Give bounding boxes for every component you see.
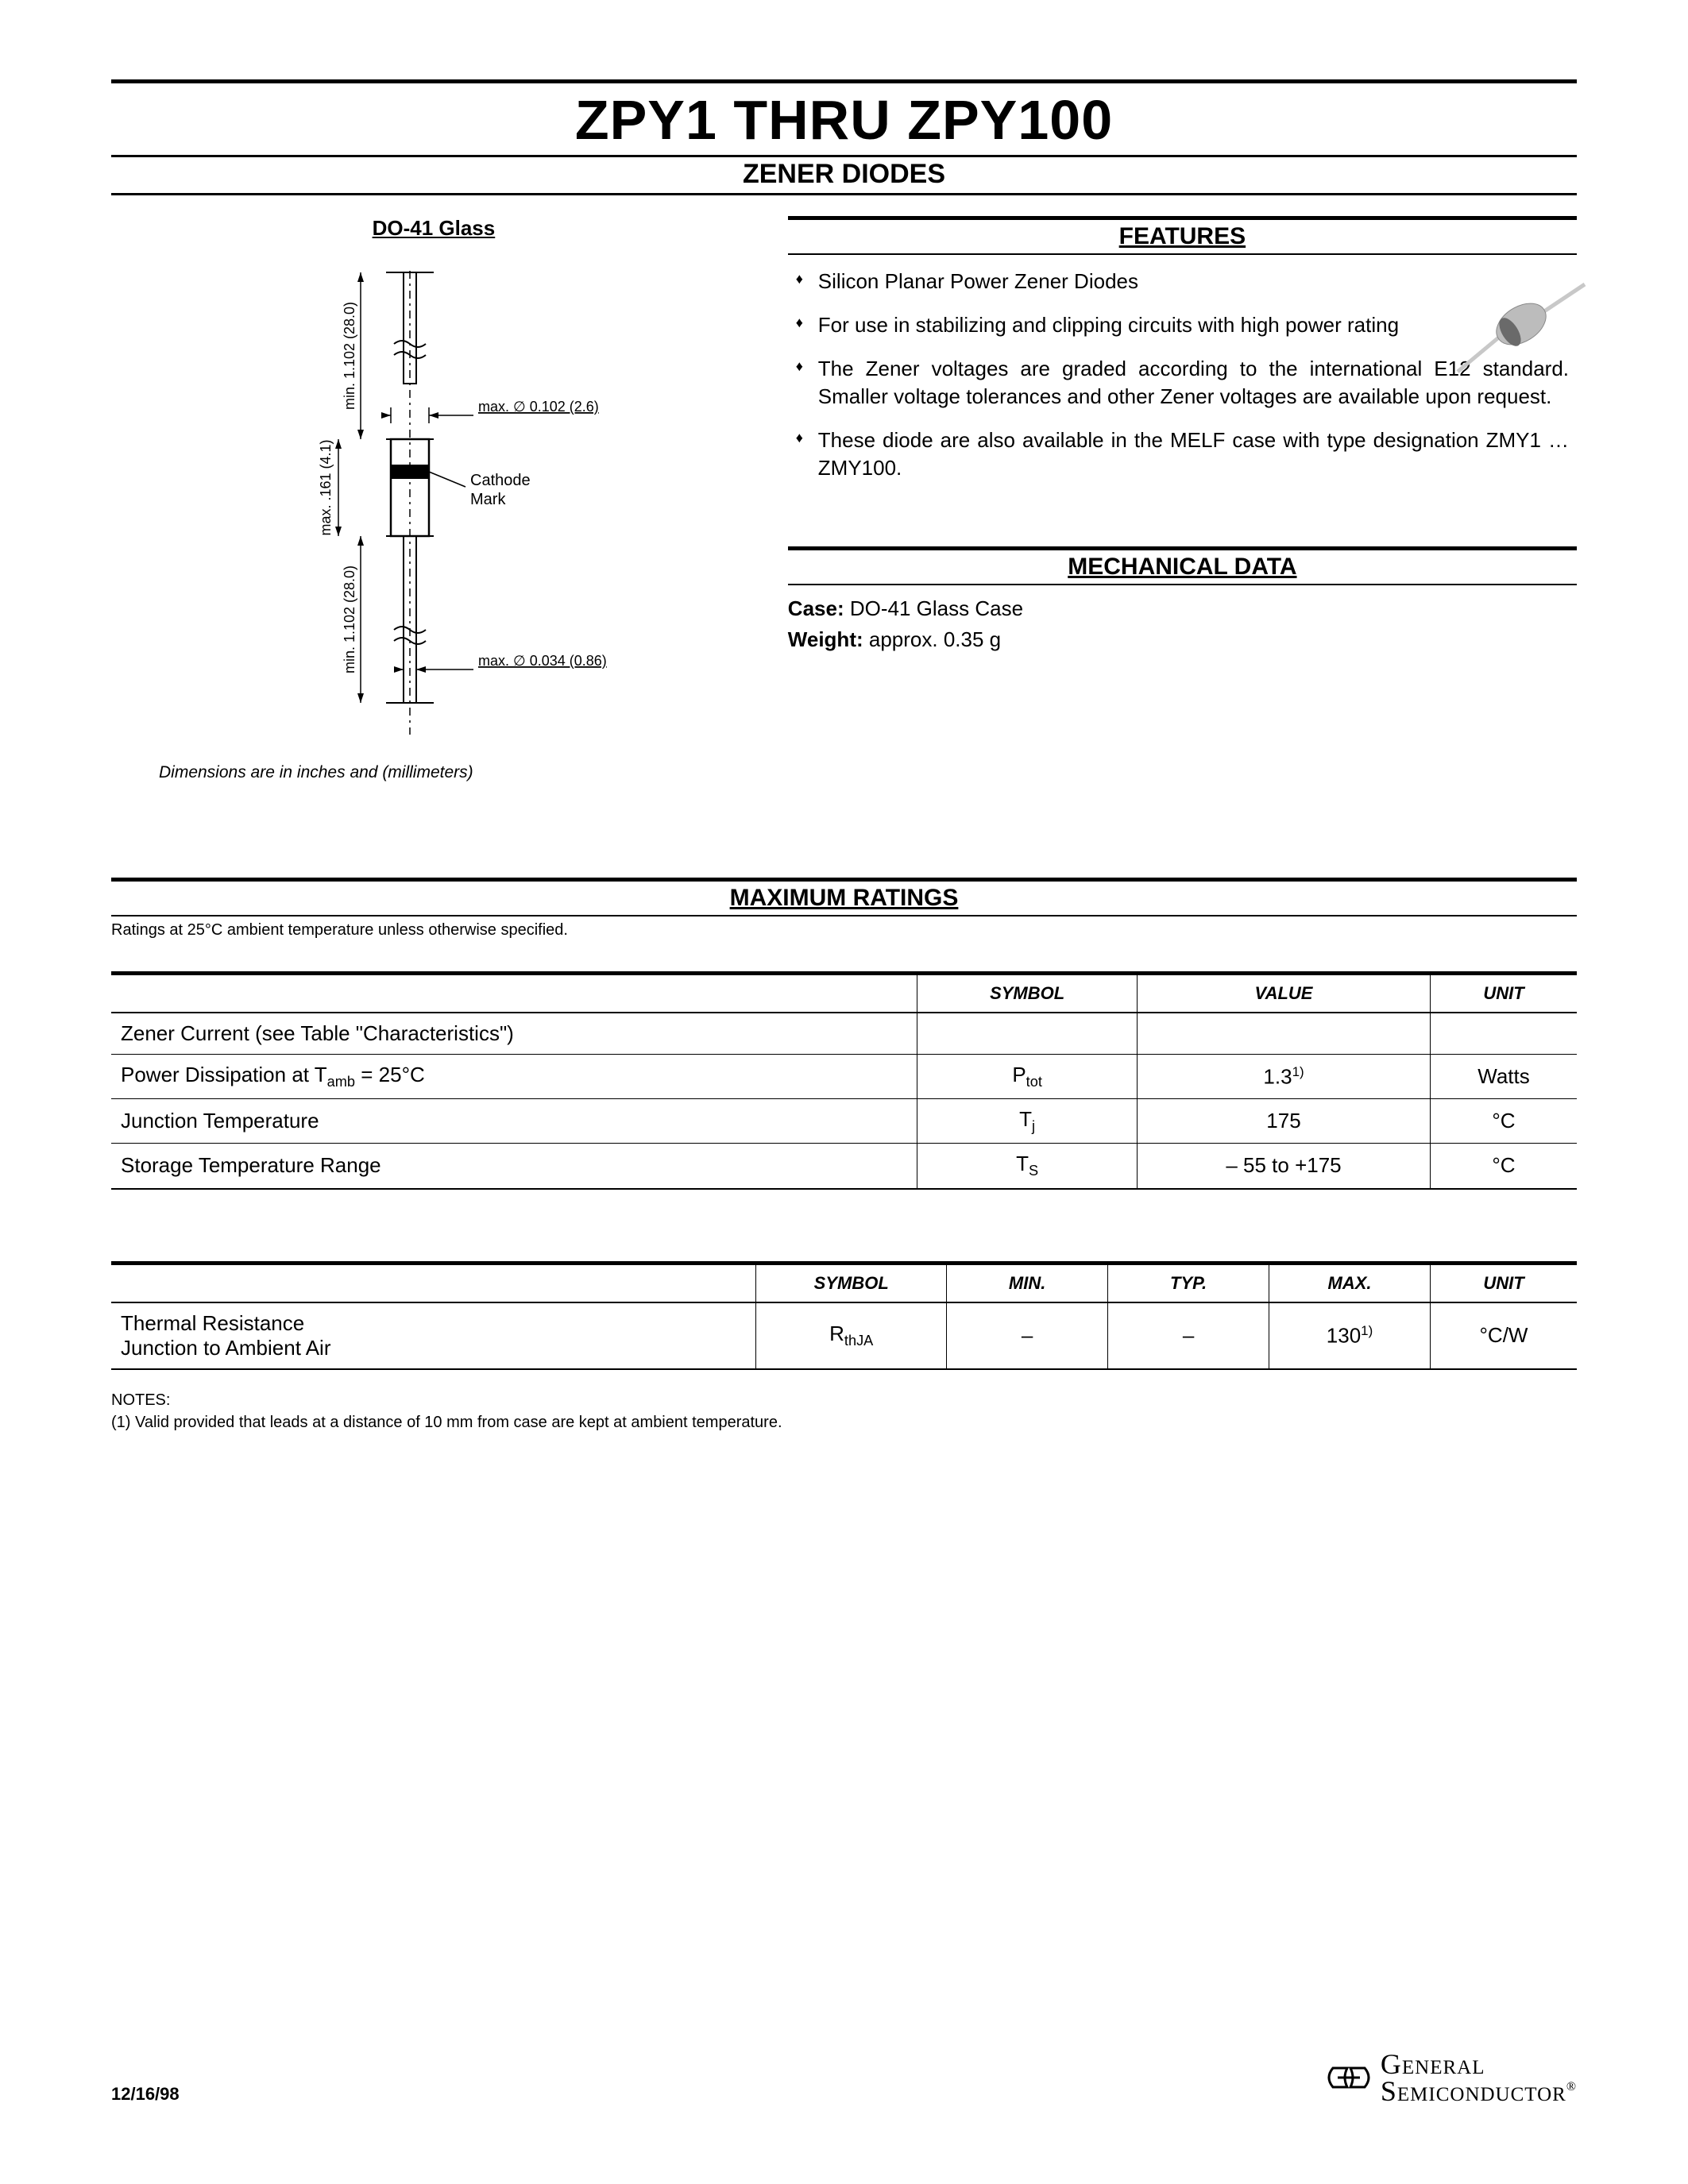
- table-row: Thermal ResistanceJunction to Ambient Ai…: [111, 1302, 1577, 1369]
- page-title: ZPY1 THRU ZPY100: [111, 83, 1577, 155]
- cell-param: Power Dissipation at Tamb = 25°C: [111, 1055, 917, 1099]
- cell-param: Storage Temperature Range: [111, 1144, 917, 1189]
- cell-unit: °C: [1431, 1144, 1578, 1189]
- cell-value: 175: [1138, 1099, 1431, 1144]
- table-row: Storage Temperature RangeTS– 55 to +175°…: [111, 1144, 1577, 1189]
- col-unit: UNIT: [1431, 974, 1578, 1013]
- page-subtitle: ZENER DIODES: [111, 157, 1577, 193]
- footer-date: 12/16/98: [111, 2084, 180, 2105]
- features-column: FEATURES Silicon Planar Power Zener Diod…: [788, 216, 1577, 782]
- col-value: VALUE: [1138, 974, 1431, 1013]
- notes-block: NOTES: (1) Valid provided that leads at …: [111, 1389, 1577, 1433]
- col-max: MAX.: [1269, 1263, 1431, 1302]
- cell-param: Thermal ResistanceJunction to Ambient Ai…: [111, 1302, 756, 1369]
- thermal-table: SYMBOL MIN. TYP. MAX. UNIT Thermal Resis…: [111, 1261, 1577, 1370]
- cell-unit: Watts: [1431, 1055, 1578, 1099]
- thermal-section: SYMBOL MIN. TYP. MAX. UNIT Thermal Resis…: [111, 1261, 1577, 1370]
- cell-param: Zener Current (see Table "Characteristic…: [111, 1013, 917, 1055]
- feature-item: These diode are also available in the ME…: [796, 426, 1569, 482]
- col-unit: UNIT: [1430, 1263, 1577, 1302]
- cell-symbol: Ptot: [917, 1055, 1138, 1099]
- max-ratings-heading: MAXIMUM RATINGS: [111, 882, 1577, 915]
- cell-param: Junction Temperature: [111, 1099, 917, 1144]
- dim-body-length: max. .161 (4.1): [318, 439, 334, 535]
- dim-body-dia: max. ∅ 0.102 (2.6): [478, 399, 599, 415]
- component-image: [1450, 276, 1593, 388]
- cell-symbol: TS: [917, 1144, 1138, 1189]
- col-param: [111, 974, 917, 1013]
- max-ratings-table: SYMBOL VALUE UNIT Zener Current (see Tab…: [111, 971, 1577, 1190]
- case-label: Case:: [788, 596, 844, 620]
- logo-line2: Semiconductor: [1381, 2075, 1566, 2107]
- max-ratings-note: Ratings at 25°C ambient temperature unle…: [111, 916, 1577, 963]
- table-row: Junction TemperatureTj175°C: [111, 1099, 1577, 1144]
- col-param: [111, 1263, 756, 1302]
- col-symbol: SYMBOL: [756, 1263, 947, 1302]
- notes-label: NOTES:: [111, 1389, 1577, 1411]
- cathode-label-2: Mark: [470, 491, 506, 508]
- cell-min: –: [947, 1302, 1108, 1369]
- table-row: Power Dissipation at Tamb = 25°CPtot1.31…: [111, 1055, 1577, 1099]
- dim-lead-length-bot: min. 1.102 (28.0): [342, 565, 357, 673]
- col-typ: TYP.: [1108, 1263, 1269, 1302]
- weight-label: Weight:: [788, 627, 863, 651]
- col-symbol: SYMBOL: [917, 974, 1138, 1013]
- package-title: DO-41 Glass: [111, 216, 756, 241]
- weight-value: approx. 0.35 g: [869, 627, 1001, 651]
- cell-unit: °C: [1431, 1099, 1578, 1144]
- package-diagram: min. 1.102 (28.0) max. .161 (4.1) min. 1…: [111, 257, 756, 749]
- cathode-label-1: Cathode: [470, 472, 531, 489]
- table-row: Zener Current (see Table "Characteristic…: [111, 1013, 1577, 1055]
- dim-lead-dia: max. ∅ 0.034 (0.86): [478, 653, 607, 669]
- case-value: DO-41 Glass Case: [850, 596, 1023, 620]
- cell-value: – 55 to +175: [1138, 1144, 1431, 1189]
- cell-max: 1301): [1269, 1302, 1431, 1369]
- mechanical-body: Case: DO-41 Glass Case Weight: approx. 0…: [788, 585, 1577, 655]
- cell-symbol: RthJA: [756, 1302, 947, 1369]
- features-heading: FEATURES: [788, 220, 1577, 253]
- cell-symbol: Tj: [917, 1099, 1138, 1144]
- rule-under-subtitle: [111, 193, 1577, 195]
- col-min: MIN.: [947, 1263, 1108, 1302]
- dim-lead-length-top: min. 1.102 (28.0): [342, 302, 357, 410]
- mechanical-heading: MECHANICAL DATA: [788, 550, 1577, 584]
- max-ratings-section: MAXIMUM RATINGS Ratings at 25°C ambient …: [111, 878, 1577, 1190]
- page-footer: 12/16/98 General Semiconductor®: [111, 2051, 1577, 2105]
- note-item: (1) Valid provided that leads at a dista…: [111, 1411, 1577, 1433]
- cell-unit: °C/W: [1430, 1302, 1577, 1369]
- package-column: DO-41 Glass: [111, 216, 756, 782]
- cell-unit: [1431, 1013, 1578, 1055]
- dimensions-note: Dimensions are in inches and (millimeter…: [111, 763, 756, 782]
- cell-value: 1.31): [1138, 1055, 1431, 1099]
- cell-typ: –: [1108, 1302, 1269, 1369]
- logo-icon: [1323, 2052, 1374, 2103]
- cell-value: [1138, 1013, 1431, 1055]
- cell-symbol: [917, 1013, 1138, 1055]
- company-logo: General Semiconductor®: [1323, 2051, 1577, 2105]
